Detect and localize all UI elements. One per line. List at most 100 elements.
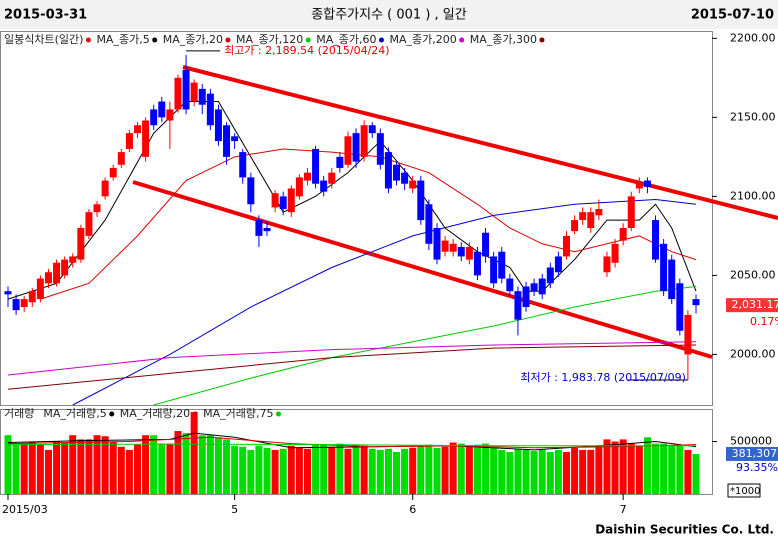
candle-body — [635, 183, 643, 189]
candle-body — [643, 180, 651, 187]
header-bar — [0, 0, 778, 29]
volume-bar — [457, 443, 465, 494]
candle-body — [384, 152, 392, 189]
candle-body — [538, 278, 546, 295]
candle-body — [4, 291, 12, 295]
candle-body — [344, 136, 352, 165]
volume-bar — [393, 452, 401, 494]
unit-box — [727, 483, 761, 498]
volume-bar — [611, 441, 619, 494]
volume-bar — [44, 449, 52, 494]
candle-body — [611, 243, 619, 263]
x-tick-label: 7 — [620, 503, 627, 516]
candle-body — [255, 220, 263, 236]
volume-bar — [514, 448, 522, 494]
volume-bar — [320, 444, 328, 494]
trend-line — [132, 180, 713, 359]
volume-bar — [554, 449, 562, 494]
candle-body — [287, 188, 295, 213]
candle-body — [587, 212, 595, 228]
ma-line — [7, 344, 697, 390]
volume-bar — [619, 439, 627, 494]
candle-body — [134, 125, 142, 134]
volume-panel — [0, 409, 713, 495]
candle-body — [684, 314, 692, 355]
volume-bar — [360, 445, 368, 494]
ma-line — [7, 341, 697, 376]
candle-body — [85, 212, 93, 236]
volume-bar — [166, 443, 174, 494]
candle-body — [320, 180, 328, 192]
candle-body — [554, 256, 562, 273]
x-tick-label: 6 — [409, 503, 416, 516]
volume-bar — [522, 449, 530, 494]
candle-body — [231, 136, 239, 142]
legend-label: MA_종가,120 — [236, 33, 303, 46]
candle-body — [28, 291, 36, 303]
volume-bar — [473, 444, 481, 494]
candle-body — [417, 180, 425, 221]
volume-bar — [506, 452, 514, 494]
legend-marker — [459, 37, 465, 43]
candle-body — [166, 109, 174, 121]
candle-body — [571, 220, 579, 232]
candle-body — [239, 152, 247, 178]
volume-bar — [150, 435, 158, 494]
candle-body — [101, 180, 109, 197]
volume-bar — [223, 439, 231, 494]
volume-bar — [490, 447, 498, 494]
candle-body — [142, 120, 150, 157]
candle-body — [676, 283, 684, 331]
legend-marker — [539, 37, 545, 43]
candle-body — [61, 259, 69, 276]
legend-label: 일봉식차트(일간) — [4, 32, 83, 46]
volume-bar — [425, 444, 433, 494]
candle-body — [174, 77, 182, 110]
volume-bar — [627, 443, 635, 494]
legend-label: MA_종가,200 — [389, 33, 456, 46]
candle-body — [360, 125, 368, 157]
candle-body — [401, 172, 409, 184]
candle-body — [20, 299, 28, 308]
unit-note: *1000 — [730, 486, 760, 497]
volume-bar — [562, 452, 570, 494]
price-panel — [0, 31, 713, 406]
start-date: 2015-03-31 — [4, 8, 87, 23]
volume-bar — [109, 441, 117, 494]
volume-bar — [587, 449, 595, 494]
volume-bar — [69, 435, 77, 494]
candle-body — [433, 227, 441, 260]
ma-line — [7, 436, 697, 449]
volume-bar — [214, 437, 222, 494]
volume-bar — [652, 443, 660, 494]
last-volume-box — [726, 446, 778, 461]
candle-body — [490, 256, 498, 284]
candle-body — [457, 246, 465, 257]
volume-bar — [295, 447, 303, 494]
ma-line — [7, 443, 696, 447]
volume-bar — [595, 445, 603, 494]
last-price: 2,031.17 — [732, 298, 778, 311]
volume-bar — [336, 443, 344, 494]
trend-line — [182, 65, 778, 220]
footer: Daishin Securities Co. Ltd. — [595, 523, 774, 537]
legend-marker — [305, 37, 311, 43]
volume-bar — [538, 449, 546, 494]
volume-bar — [401, 448, 409, 494]
volume-bar — [182, 433, 190, 494]
candle-body — [376, 133, 384, 165]
high-label: 최고가 : 2,189.54 (2015/04/24) — [224, 44, 390, 57]
candle-body — [12, 299, 20, 311]
volume-ratio: 93.35% — [736, 461, 778, 474]
volume-bar — [20, 443, 28, 494]
legend-label: MA_거래량,20 — [120, 407, 190, 420]
candle-body — [77, 227, 85, 260]
volume-bar — [376, 449, 384, 494]
volume-bar — [433, 447, 441, 494]
legend-label: MA_종가,300 — [470, 33, 537, 46]
candle-body — [409, 180, 417, 189]
legend-marker — [225, 37, 231, 43]
legend-label: MA_종가,20 — [163, 33, 223, 46]
legend-label: 거래량 — [4, 407, 34, 420]
volume-bar — [77, 439, 85, 494]
